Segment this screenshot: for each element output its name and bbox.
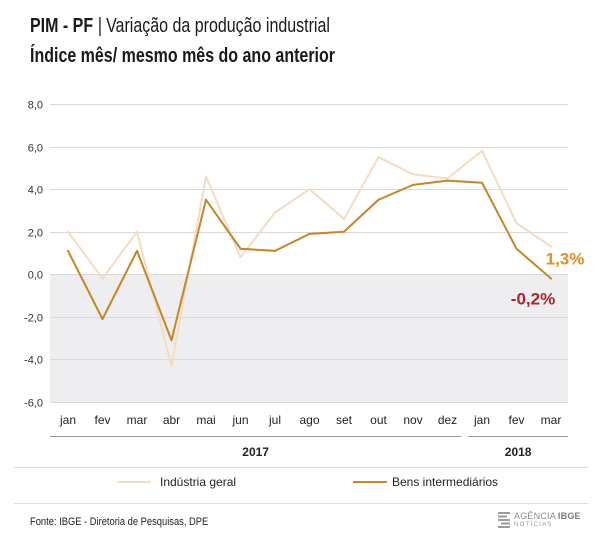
data-point xyxy=(170,364,173,367)
y-tick-label: 0,0 xyxy=(28,270,43,282)
x-tick-label: fev xyxy=(508,413,524,427)
x-tick-label: mar xyxy=(541,413,562,427)
y-tick-label: 8,0 xyxy=(28,100,43,112)
legend-label-industria-geral: Indústria geral xyxy=(160,475,236,489)
y-axis-labels: 8,0 6,0 4,0 2,0 0,0 -2,0 -4,0 -6,0 xyxy=(24,100,43,410)
title-code: PIM - PF xyxy=(30,15,94,37)
data-point xyxy=(377,198,380,201)
data-point xyxy=(274,211,276,214)
data-point xyxy=(67,230,69,233)
data-point xyxy=(67,249,69,252)
data-point xyxy=(377,156,380,159)
data-label: 1,3% xyxy=(546,250,585,269)
negative-region-band xyxy=(50,274,568,402)
y-tick-label: 4,0 xyxy=(28,185,43,197)
data-point xyxy=(446,179,449,182)
logo-brand: IBGE xyxy=(557,511,581,521)
x-tick-label: jan xyxy=(473,413,490,427)
title-text: Variação da produção industrial xyxy=(106,15,330,37)
legend-item-industria-geral: Indústria geral xyxy=(117,475,236,489)
year-label: 2017 xyxy=(242,445,269,459)
x-tick-label: mai xyxy=(196,413,215,427)
data-point xyxy=(239,256,242,259)
data-point xyxy=(446,177,449,180)
annotation-layer: 1,3% -0,2% xyxy=(511,250,585,309)
x-tick-label: jan xyxy=(59,413,76,427)
data-point xyxy=(308,188,311,191)
x-tick-label: jul xyxy=(268,413,281,427)
series-layer xyxy=(67,149,552,367)
data-point xyxy=(239,247,242,250)
data-point xyxy=(481,149,483,152)
logo-title: AGÊNCIA IBGE xyxy=(514,511,581,521)
legend-item-bens-intermediarios: Bens intermediários xyxy=(353,475,498,489)
series-bens-intermediarios xyxy=(67,179,552,342)
source-note: Fonte: IBGE - Diretoria de Pesquisas, DP… xyxy=(30,516,209,528)
data-point xyxy=(101,317,104,320)
y-tick-label: -2,0 xyxy=(24,313,43,325)
logo-prefix: AGÊNCIA xyxy=(514,511,556,521)
data-point xyxy=(412,183,414,186)
data-point xyxy=(136,249,138,252)
ibge-logo-icon xyxy=(498,512,510,528)
x-tick-label: out xyxy=(370,413,387,427)
x-tick-label: set xyxy=(336,413,353,427)
data-point xyxy=(205,175,207,178)
data-point xyxy=(205,198,207,201)
title-separator: | xyxy=(97,15,103,37)
data-point xyxy=(481,181,483,184)
y-tick-label: 2,0 xyxy=(28,228,43,240)
x-tick-label: dez xyxy=(438,413,457,427)
legend-label-bens-intermediarios: Bens intermediários xyxy=(392,475,498,489)
data-point xyxy=(343,230,345,233)
data-point xyxy=(412,173,414,176)
y-tick-label: -6,0 xyxy=(24,398,43,410)
data-point xyxy=(550,245,552,248)
data-point xyxy=(343,217,345,220)
x-tick-label: mar xyxy=(127,413,148,427)
x-tick-label: ago xyxy=(299,413,319,427)
data-point xyxy=(550,277,552,280)
data-point xyxy=(101,277,104,280)
data-point xyxy=(308,232,311,235)
data-point xyxy=(136,230,138,233)
logo-subtitle: NOTÍCIAS xyxy=(514,522,553,528)
data-point xyxy=(515,247,518,250)
year-label: 2018 xyxy=(505,445,532,459)
data-label: -0,2% xyxy=(511,290,555,309)
category-groups: 2017 2018 xyxy=(50,436,568,459)
legend: Indústria geral Bens intermediários xyxy=(117,475,498,489)
x-tick-label: jun xyxy=(231,413,248,427)
chart-subtitle: Índice mês/ mesmo mês do ano anterior xyxy=(30,45,335,67)
data-point xyxy=(274,249,276,252)
y-tick-label: 6,0 xyxy=(28,143,43,155)
series-industria-geral xyxy=(67,149,552,367)
data-point xyxy=(515,222,518,225)
y-tick-label: -4,0 xyxy=(24,355,43,367)
data-point xyxy=(170,339,173,342)
agencia-ibge-logo: AGÊNCIA IBGE NOTÍCIAS xyxy=(497,510,589,532)
grid-layer xyxy=(50,104,568,403)
x-axis-labels: jan fev mar abr mai jun jul ago set out nov dez jan f… xyxy=(59,413,561,427)
x-tick-label: nov xyxy=(403,413,422,427)
x-tick-label: abr xyxy=(163,413,180,427)
x-tick-label: fev xyxy=(94,413,110,427)
chart-title: PIM - PF | Variação da produção industrial xyxy=(30,14,330,38)
